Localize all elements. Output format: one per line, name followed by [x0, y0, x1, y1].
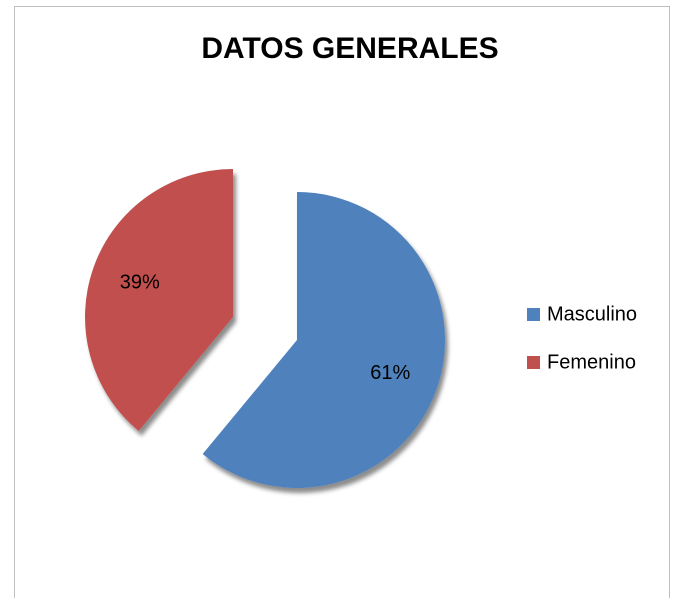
legend-swatch [527, 356, 540, 369]
pie-slice [85, 168, 234, 432]
legend-label: Masculino [547, 303, 637, 325]
legend-swatch [527, 308, 540, 321]
legend-label: Femenino [547, 351, 636, 373]
data-label: 39% [120, 272, 160, 294]
chart-title: DATOS GENERALES [201, 32, 498, 65]
data-label: 61% [370, 362, 410, 384]
pie-slice [202, 192, 446, 489]
